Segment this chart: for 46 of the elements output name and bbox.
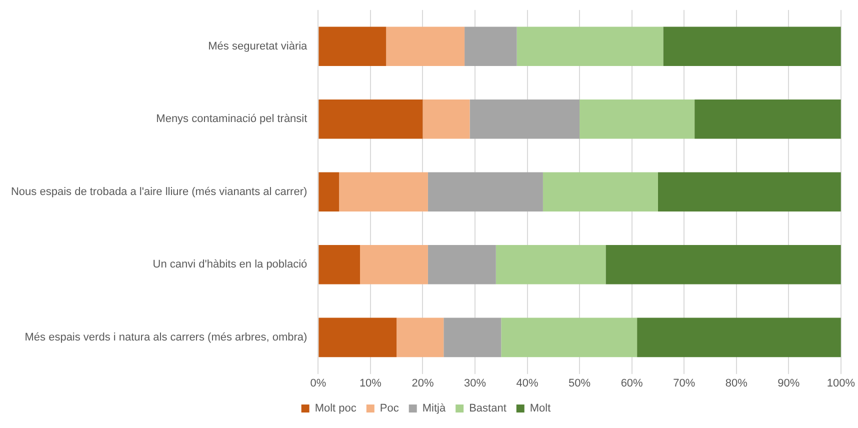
bar [318,245,360,284]
bar [658,172,841,212]
legend-label: Mitjà [422,402,446,415]
bar [580,99,695,139]
y-tick-label: Un canvi d'hàbits en la població [152,258,308,271]
legend-label: Bastant [469,402,506,415]
bar [318,172,340,212]
x-tick-label: 40% [516,377,538,390]
bar [464,26,517,66]
legend-label: Molt poc [314,402,357,415]
x-tick-label: 100% [826,377,856,390]
bar [428,245,496,284]
bar [470,99,580,139]
x-tick-label: 60% [620,377,644,390]
bar [339,172,428,212]
bar [694,99,841,139]
bar [501,318,638,358]
bar [422,99,470,139]
bar [318,26,386,66]
x-tick-label: 10% [359,377,382,390]
bar [542,172,658,212]
bar [444,318,502,358]
legend-label: Poc [380,402,400,415]
x-tick-label: 80% [725,377,748,390]
bar [318,99,423,139]
bar [496,245,606,284]
bar [428,172,543,212]
x-tick-label: 20% [412,377,434,390]
bar [663,26,841,66]
y-tick-label: Nous espais de trobada a l'aire lliure (més vianants al carrer) [10,186,308,198]
bar [386,26,465,66]
bar [606,245,841,284]
bar [516,26,664,66]
y-tick-label: Més seguretat viària [208,40,308,52]
bar [637,318,841,358]
legend-label: Molt [530,402,551,415]
bar [360,245,428,284]
bar [396,318,444,358]
y-tick-label: Menys contaminació pel trànsit [156,113,308,126]
y-tick-label: Més espais verds i natura als carrers (més arbres, ombra) [24,331,308,344]
x-tick-label: 0% [310,377,326,390]
bar [318,318,397,358]
x-tick-label: 90% [778,377,800,390]
x-tick-label: 30% [464,377,486,390]
x-tick-label: 50% [568,377,591,390]
x-tick-label: 70% [673,377,696,390]
